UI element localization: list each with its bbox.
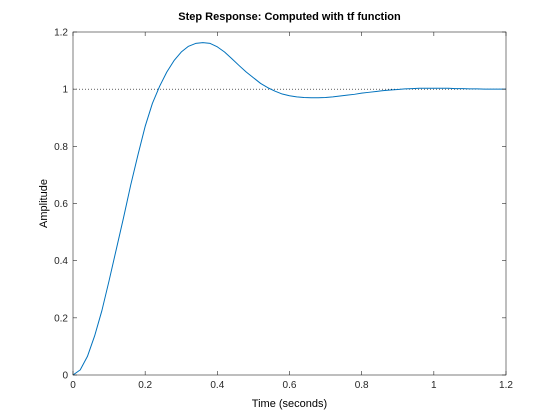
y-tick-label: 0.2 [54, 313, 68, 324]
y-tick-label: 0.6 [54, 199, 68, 210]
y-tick-label: 0.4 [54, 256, 68, 267]
y-tick-label: 0 [62, 371, 68, 382]
y-tick-label: 1.2 [54, 28, 68, 39]
x-axis-ticks: 0 0.2 0.4 0.6 0.8 1 1.2 [70, 32, 513, 391]
y-axis-ticks: 0 0.2 0.4 0.6 0.8 1 1.2 [54, 28, 506, 382]
chart-title: Step Response: Computed with tf function [178, 11, 401, 23]
x-tick-label: 0.6 [283, 380, 297, 391]
x-tick-label: 0.4 [210, 380, 224, 391]
x-tick-label: 1 [431, 380, 437, 391]
plot-area-border [72, 31, 507, 376]
series-layer [72, 42, 506, 376]
x-axis-title: Time (seconds) [252, 398, 327, 410]
step-response-line [72, 42, 506, 376]
y-tick-label: 1 [62, 85, 68, 96]
x-tick-label: 0 [70, 380, 76, 391]
x-tick-label: 0.8 [355, 380, 369, 391]
y-tick-label: 0.8 [54, 142, 68, 153]
y-axis-title: Amplitude [38, 179, 50, 228]
x-tick-label: 0.2 [138, 380, 152, 391]
x-tick-label: 1.2 [499, 380, 513, 391]
